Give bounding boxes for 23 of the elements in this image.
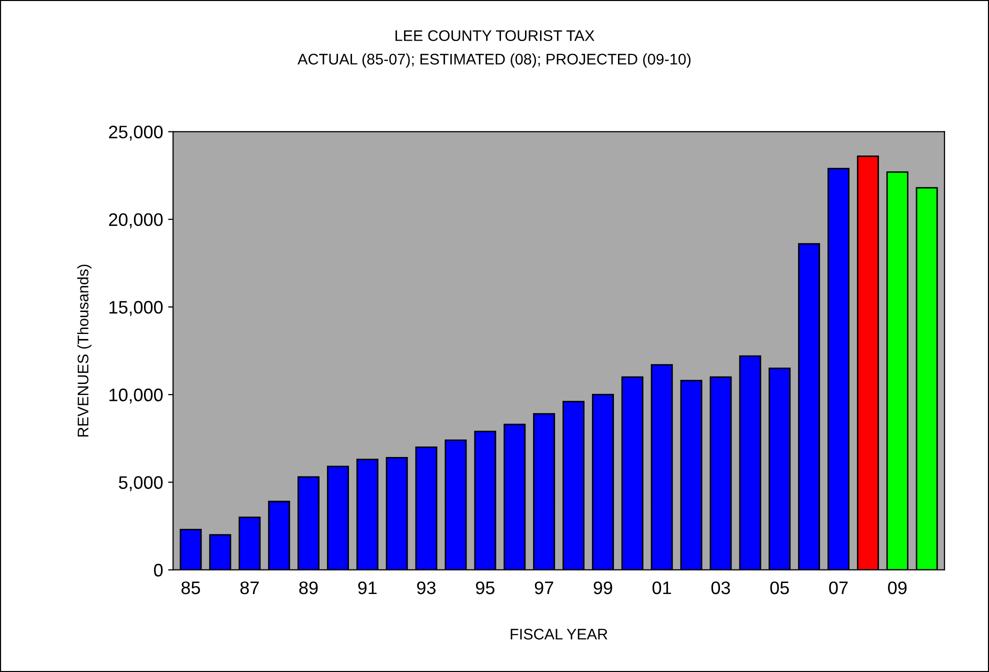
x-tick-label: 07 <box>829 581 848 594</box>
chart-title: LEE COUNTY TOURIST TAX <box>396 30 594 42</box>
x-tick-label: 03 <box>711 581 730 594</box>
chart-subtitle: ACTUAL (85-07); ESTIMATED (08); PROJECTED (09-10) <box>298 53 691 68</box>
x-tick-label: 09 <box>888 581 907 594</box>
x-axis-title: FISCAL YEAR <box>510 628 608 640</box>
y-tick-label: 20,000 <box>109 213 163 228</box>
x-tick-label: 99 <box>594 581 612 594</box>
x-tick-label: 05 <box>770 581 789 594</box>
x-tick-label: 93 <box>417 581 436 594</box>
x-tick-label: 87 <box>240 581 259 594</box>
x-tick-label: 01 <box>652 581 671 594</box>
x-tick-label: 85 <box>181 581 200 594</box>
y-tick-label: 5,000 <box>118 476 163 492</box>
y-tick-label: 15,000 <box>110 300 163 316</box>
y-tick-label: 0 <box>154 564 163 577</box>
x-tick-label: 95 <box>476 581 494 594</box>
x-tick-label: 89 <box>299 581 318 594</box>
y-axis-title: REVENUES (Thousands) <box>77 264 92 437</box>
x-tick-label: 91 <box>358 581 377 594</box>
y-tick-label: 25,000 <box>109 126 163 141</box>
x-tick-label: 97 <box>534 581 554 594</box>
y-tick-label: 10,000 <box>110 388 163 404</box>
